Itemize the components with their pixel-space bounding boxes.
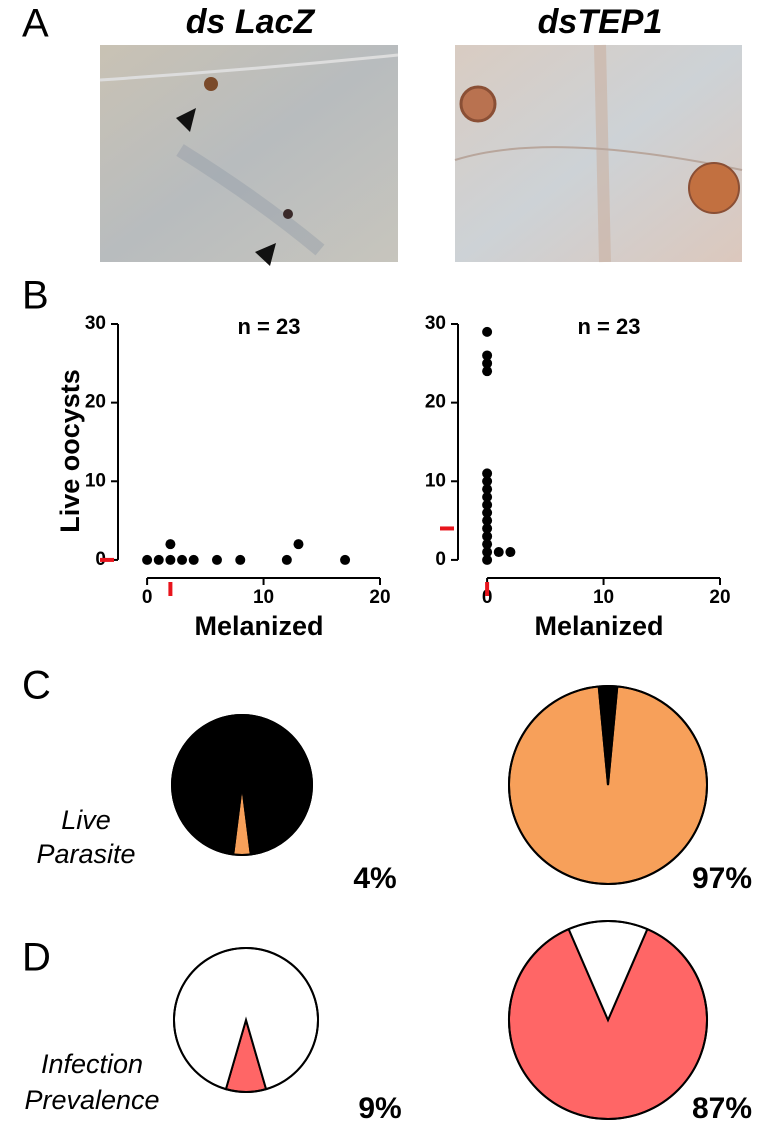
point xyxy=(482,539,493,550)
pie-outline xyxy=(508,685,708,885)
point xyxy=(482,468,493,479)
point xyxy=(493,547,504,558)
panel-label: C xyxy=(22,664,51,708)
y-tick-label: 30 xyxy=(425,313,446,334)
point xyxy=(165,554,176,565)
panel-label: B xyxy=(22,274,49,318)
x-tick-label: 10 xyxy=(253,587,274,608)
point xyxy=(235,554,246,565)
y-tick-label: 10 xyxy=(425,470,446,491)
annotation: n = 23 xyxy=(238,314,301,339)
point xyxy=(165,539,176,550)
point xyxy=(482,554,493,565)
y-tick-label: 10 xyxy=(85,470,106,491)
point xyxy=(482,499,493,510)
point xyxy=(482,366,493,377)
y-tick-label: 0 xyxy=(435,549,446,570)
point xyxy=(142,554,153,565)
value-label: 9% xyxy=(358,1092,401,1125)
y-tick-label: 30 xyxy=(85,313,106,334)
panel-label: A xyxy=(22,2,49,46)
value-label: 87% xyxy=(692,1092,752,1125)
point xyxy=(153,554,164,565)
micrograph xyxy=(454,44,743,263)
point xyxy=(482,547,493,558)
point xyxy=(293,539,304,550)
row-label-line: Live xyxy=(61,805,111,835)
y-axis-label: Live oocysts xyxy=(55,369,85,533)
image-title: dsTEP1 xyxy=(538,3,663,41)
annotation: n = 23 xyxy=(578,314,641,339)
pie-outline xyxy=(173,947,319,1093)
point xyxy=(211,554,222,565)
point xyxy=(482,358,493,369)
point xyxy=(340,554,351,565)
row-label-line: Prevalence xyxy=(24,1085,159,1115)
point xyxy=(505,547,516,558)
x-tick-label: 0 xyxy=(142,587,153,608)
y-tick-label: 20 xyxy=(85,392,106,413)
row-label-line: Infection xyxy=(41,1049,143,1079)
point xyxy=(482,523,493,534)
row-label-line: Parasite xyxy=(36,839,135,869)
point xyxy=(482,484,493,495)
image-title: ds LacZ xyxy=(186,3,316,41)
point xyxy=(281,554,292,565)
panel-label: D xyxy=(22,936,51,980)
x-tick-label: 0 xyxy=(482,587,493,608)
x-axis-label: Melanized xyxy=(534,611,663,641)
x-tick-label: 20 xyxy=(369,587,390,608)
pie-outline xyxy=(508,920,708,1120)
value-label: 4% xyxy=(353,862,396,895)
point xyxy=(482,492,493,503)
point xyxy=(482,515,493,526)
row-label: Live Parasite Infection Prevalence xyxy=(24,805,159,1115)
point xyxy=(188,554,199,565)
point xyxy=(482,476,493,487)
point xyxy=(482,326,493,337)
x-tick-label: 10 xyxy=(593,587,614,608)
point xyxy=(482,507,493,518)
point xyxy=(482,350,493,361)
point xyxy=(482,531,493,542)
value-label: 97% xyxy=(692,862,752,895)
x-tick-label: 20 xyxy=(709,587,730,608)
pie-outline xyxy=(171,714,313,856)
y-tick-label: 20 xyxy=(425,392,446,413)
micrograph xyxy=(99,45,399,266)
x-axis-label: Melanized xyxy=(194,611,323,641)
point xyxy=(177,554,188,565)
